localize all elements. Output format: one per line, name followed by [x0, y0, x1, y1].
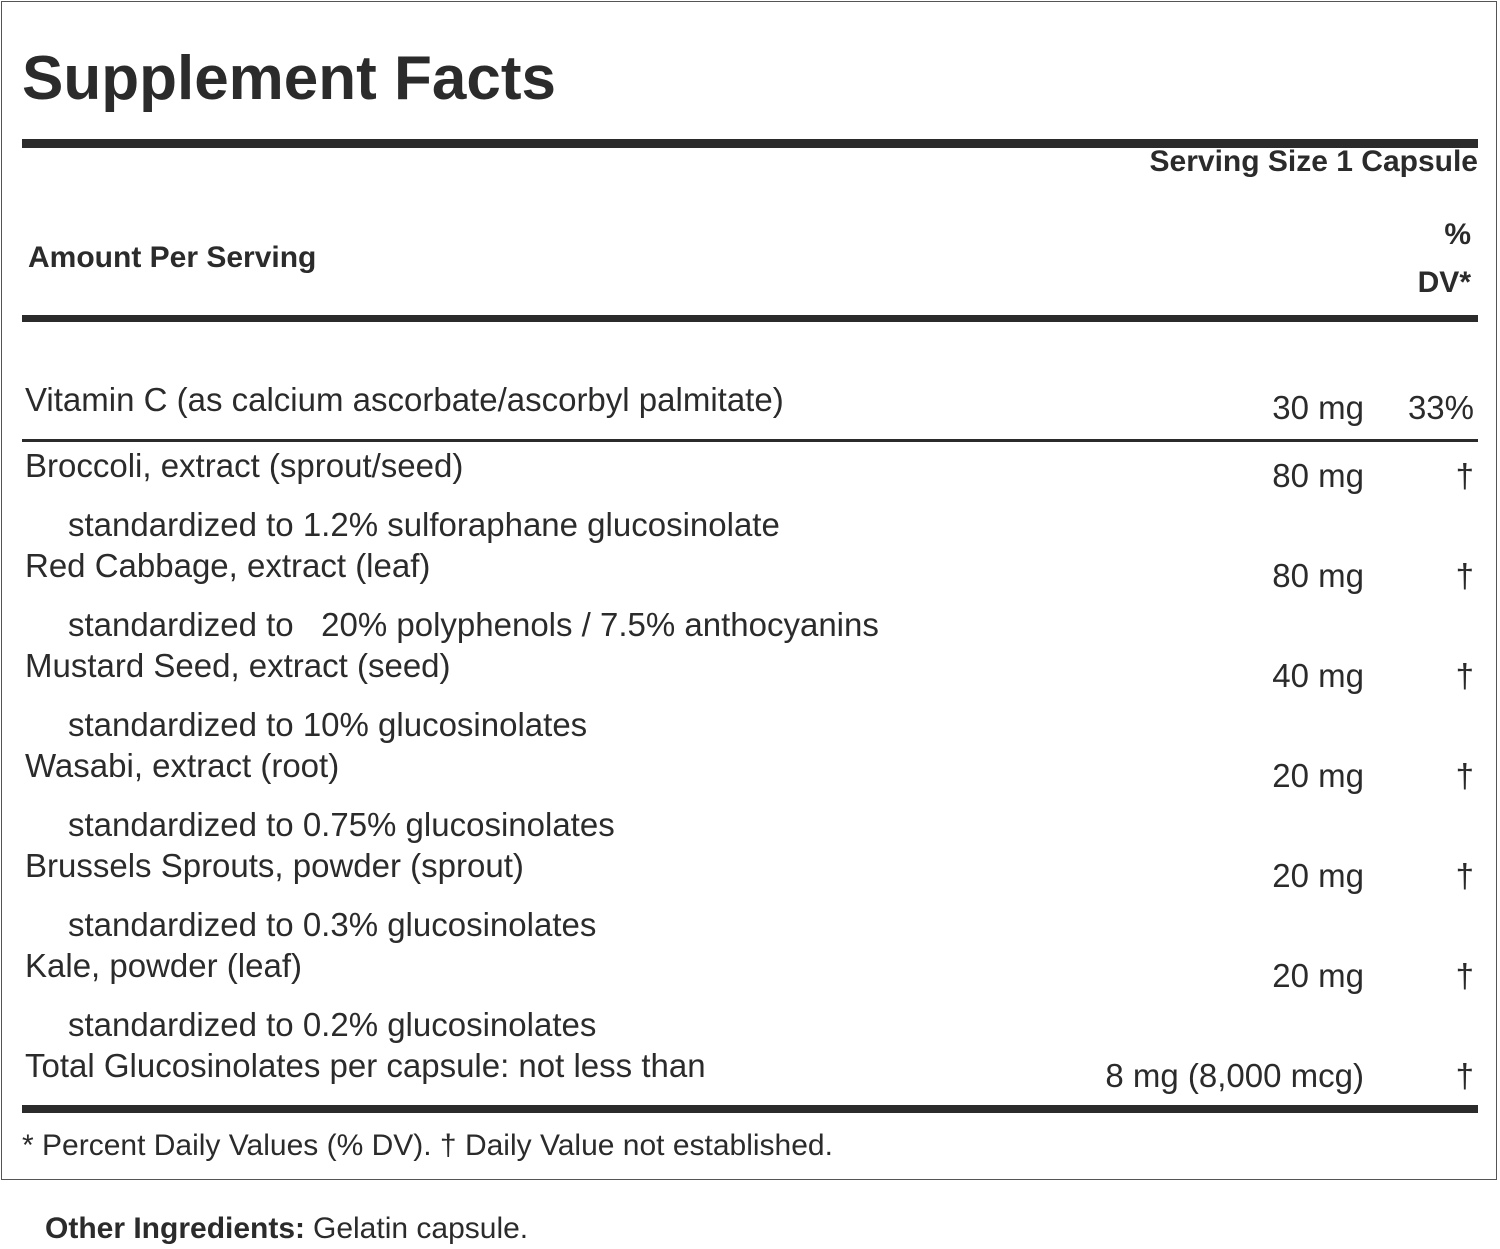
title: Supplement Facts [22, 44, 556, 113]
dv-label: DV* [1417, 266, 1471, 299]
ingredient-amount: 20 mg [1272, 857, 1364, 894]
ingredient-dv: † [1455, 657, 1474, 694]
rule [22, 1105, 1478, 1113]
ingredient-name: Broccoli, extract (sprout/seed) [25, 447, 464, 484]
rule [22, 439, 1478, 442]
ingredient-amount: 80 mg [1272, 557, 1364, 594]
dv-label: % [1444, 218, 1471, 251]
label-box [1, 1, 1497, 1180]
ingredient-name: Red Cabbage, extract (leaf) [25, 547, 431, 584]
ingredient-note: standardized to 20% polyphenols / 7.5% a… [68, 606, 879, 643]
rule [22, 315, 1478, 322]
amount-label: Amount Per Serving [28, 241, 317, 274]
ingredient-name: Total Glucosinolates per capsule: not le… [25, 1047, 706, 1084]
ingredient-dv: † [1455, 457, 1474, 494]
ingredient-amount: 20 mg [1272, 957, 1364, 994]
ingredient-amount: 40 mg [1272, 657, 1364, 694]
nutrient-name: Vitamin C (as calcium ascorbate/ascorbyl… [25, 381, 784, 418]
other-ingredients: Gelatin capsule. [313, 1212, 529, 1245]
ingredient-dv: † [1455, 857, 1474, 894]
nutrient-amount: 30 mg [1272, 389, 1364, 426]
ingredient-dv: † [1455, 757, 1474, 794]
ingredient-dv: † [1455, 957, 1474, 994]
other-ingredients-label: Other Ingredients: [45, 1212, 306, 1245]
serving-size: Serving Size 1 Capsule [1149, 145, 1478, 178]
ingredient-amount: 20 mg [1272, 757, 1364, 794]
nutrient-dv: 33% [1407, 389, 1474, 426]
ingredient-name: Kale, powder (leaf) [25, 947, 302, 984]
ingredient-note: standardized to 1.2% sulforaphane glucos… [68, 506, 780, 543]
ingredient-amount: 8 mg (8,000 mcg) [1105, 1057, 1364, 1094]
footnote: * Percent Daily Values (% DV). † Daily V… [22, 1129, 833, 1162]
ingredient-dv: † [1455, 1057, 1474, 1094]
ingredient-note: standardized to 0.2% glucosinolates [68, 1006, 597, 1043]
ingredient-name: Brussels Sprouts, powder (sprout) [25, 847, 524, 884]
ingredient-dv: † [1455, 557, 1474, 594]
ingredient-amount: 80 mg [1272, 457, 1364, 494]
ingredient-note: standardized to 10% glucosinolates [68, 706, 588, 743]
rule [22, 139, 1478, 148]
ingredient-name: Mustard Seed, extract (seed) [25, 647, 451, 684]
ingredient-note: standardized to 0.3% glucosinolates [68, 906, 597, 943]
ingredient-name: Wasabi, extract (root) [25, 747, 340, 784]
ingredient-note: standardized to 0.75% glucosinolates [68, 806, 615, 843]
